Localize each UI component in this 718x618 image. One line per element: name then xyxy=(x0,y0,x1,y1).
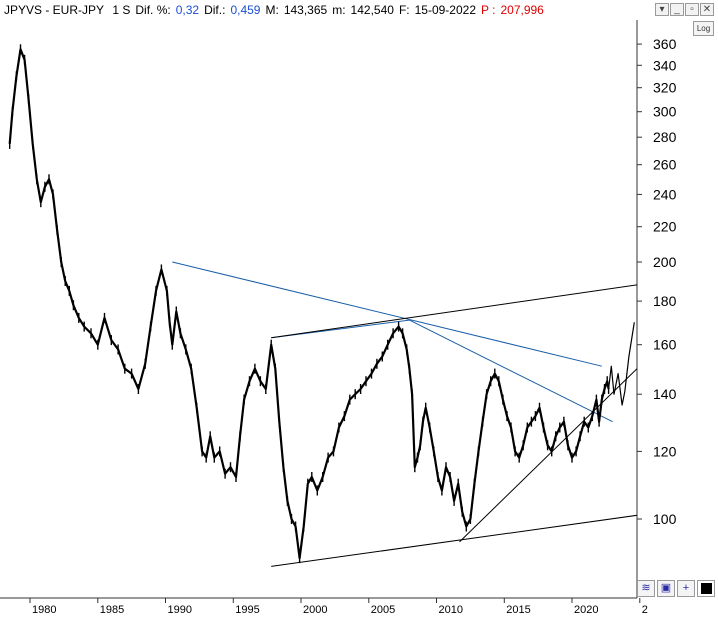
window-controls: ▾ _ ▫ ✕ xyxy=(655,3,714,17)
crosshair-icon[interactable]: + xyxy=(677,580,695,597)
y-tick-label: 160 xyxy=(653,337,677,353)
symbol-label: JPYVS - EUR-JPY xyxy=(4,3,105,17)
x-tick-label: 2010 xyxy=(439,604,463,616)
y-tick-label: 300 xyxy=(653,104,677,120)
y-tick-label: 240 xyxy=(653,186,677,202)
date-label: F: xyxy=(398,3,410,17)
corner-toolbar: ≋ ▣ + xyxy=(637,580,715,598)
x-tick-label: 1995 xyxy=(235,604,259,616)
save-icon[interactable]: ▣ xyxy=(657,580,675,597)
price-line xyxy=(8,48,610,560)
min-value: 142,540 xyxy=(350,3,394,17)
plot-area xyxy=(0,20,637,598)
minimize-icon[interactable]: _ xyxy=(670,3,684,16)
y-axis-ticks: 100 120 140 160 180 200 220 240 260 280 300 320 340 3… xyxy=(637,36,677,527)
trendline-black-5[interactable] xyxy=(271,284,638,339)
y-tick-label: 180 xyxy=(653,293,677,309)
y-tick-label: 220 xyxy=(653,219,677,235)
min-label: m: xyxy=(332,3,346,17)
timeframe-label: 1 S xyxy=(112,3,131,17)
x-tick-label: 2015 xyxy=(506,604,530,616)
dif-pct-label: Dif. %: xyxy=(135,3,171,17)
restore-icon[interactable]: ▫ xyxy=(685,3,699,16)
dif-pct-value: 0,32 xyxy=(175,3,200,17)
color-square-icon[interactable] xyxy=(697,580,715,597)
date-value: 15-09-2022 xyxy=(414,3,476,17)
y-tick-label: 100 xyxy=(653,511,677,527)
dif-label: Dif.: xyxy=(204,3,226,17)
y-tick-label: 280 xyxy=(653,129,677,145)
x-tick-label: 2020 xyxy=(574,604,598,616)
close-icon[interactable]: ✕ xyxy=(700,3,714,16)
y-tick-label: 320 xyxy=(653,80,677,96)
y-tick-label: 120 xyxy=(653,443,677,459)
chart-type-icon[interactable]: ≋ xyxy=(637,580,655,597)
chart-menu-icon[interactable]: ▾ xyxy=(655,3,669,16)
y-tick-label: 360 xyxy=(653,36,677,52)
y-tick-label: 140 xyxy=(653,386,677,402)
trendline-blue-2[interactable] xyxy=(409,319,613,423)
log-scale-button[interactable]: Log xyxy=(693,21,714,36)
price-series xyxy=(8,44,635,564)
x-tick-label: 2000 xyxy=(303,604,327,616)
max-label: M: xyxy=(265,3,279,17)
x-tick-label: 1985 xyxy=(100,604,124,616)
trendlines xyxy=(172,261,638,567)
chart-header: JPYVS - EUR-JPY 1 S Dif. %: 0,32 Dif.: 0,459… xyxy=(0,0,694,20)
p-value: 207,996 xyxy=(500,3,544,17)
y-tick-label: 340 xyxy=(653,57,677,73)
x-tick-label: 1980 xyxy=(32,604,56,616)
trendline-black-4[interactable] xyxy=(271,514,638,567)
y-tick-label: 260 xyxy=(653,157,677,173)
x-axis-ticks: 1980 1985 1990 1995 2000 2005 2010 2015 2020 2 xyxy=(29,598,648,616)
dif-value: 0,459 xyxy=(230,3,261,17)
x-tick-label: 1990 xyxy=(168,604,192,616)
trendline-blue-1[interactable] xyxy=(172,261,602,367)
max-value: 143,365 xyxy=(283,3,328,17)
p-label: P : xyxy=(481,3,496,17)
projection-line xyxy=(608,322,635,406)
y-tick-label: 200 xyxy=(653,254,677,270)
x-tick-label: 2 xyxy=(642,604,648,616)
x-tick-label: 2005 xyxy=(371,604,395,616)
trendline-black-6[interactable] xyxy=(459,368,638,543)
